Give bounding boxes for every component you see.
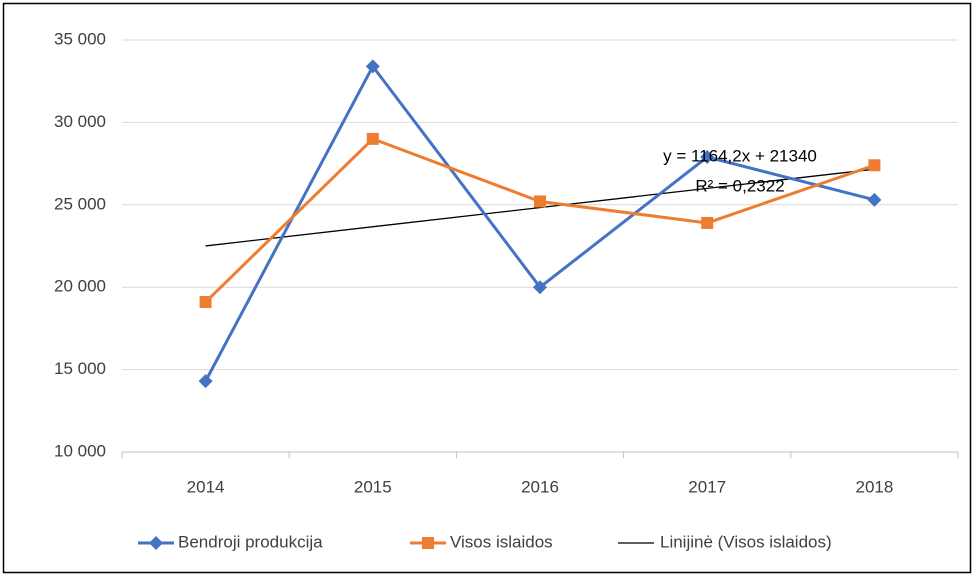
x-tick-label: 2016 [521, 477, 559, 496]
data-point [867, 192, 882, 207]
x-tick-label: 2014 [187, 477, 225, 496]
trend-equation: y = 1164,2x + 21340 [663, 146, 817, 165]
legend-marker [149, 536, 163, 550]
y-tick-label: 35 000 [54, 29, 106, 48]
y-tick-label: 20 000 [54, 277, 106, 296]
data-point [700, 150, 715, 165]
data-point [868, 159, 881, 172]
y-tick-label: 30 000 [54, 112, 106, 131]
legend-label: Linijinė (Visos islaidos) [660, 532, 832, 551]
legend-label: Visos islaidos [450, 532, 553, 551]
x-tick-label: 2017 [688, 477, 726, 496]
y-tick-label: 15 000 [54, 359, 106, 378]
data-point [366, 132, 379, 145]
trend-r-squared: R² = 0,2322 [695, 176, 784, 195]
data-point [198, 374, 213, 389]
x-tick-label: 2018 [855, 477, 893, 496]
data-point [533, 280, 547, 295]
data-point [701, 216, 714, 229]
y-tick-label: 25 000 [54, 194, 106, 213]
y-tick-label: 10 000 [54, 441, 106, 460]
trendline [205, 168, 875, 247]
legend-marker [422, 537, 434, 549]
data-point [199, 296, 212, 309]
x-tick-label: 2015 [354, 477, 392, 496]
legend-label: Bendroji produkcija [178, 532, 323, 551]
data-point [534, 195, 546, 208]
data-point [365, 59, 380, 74]
